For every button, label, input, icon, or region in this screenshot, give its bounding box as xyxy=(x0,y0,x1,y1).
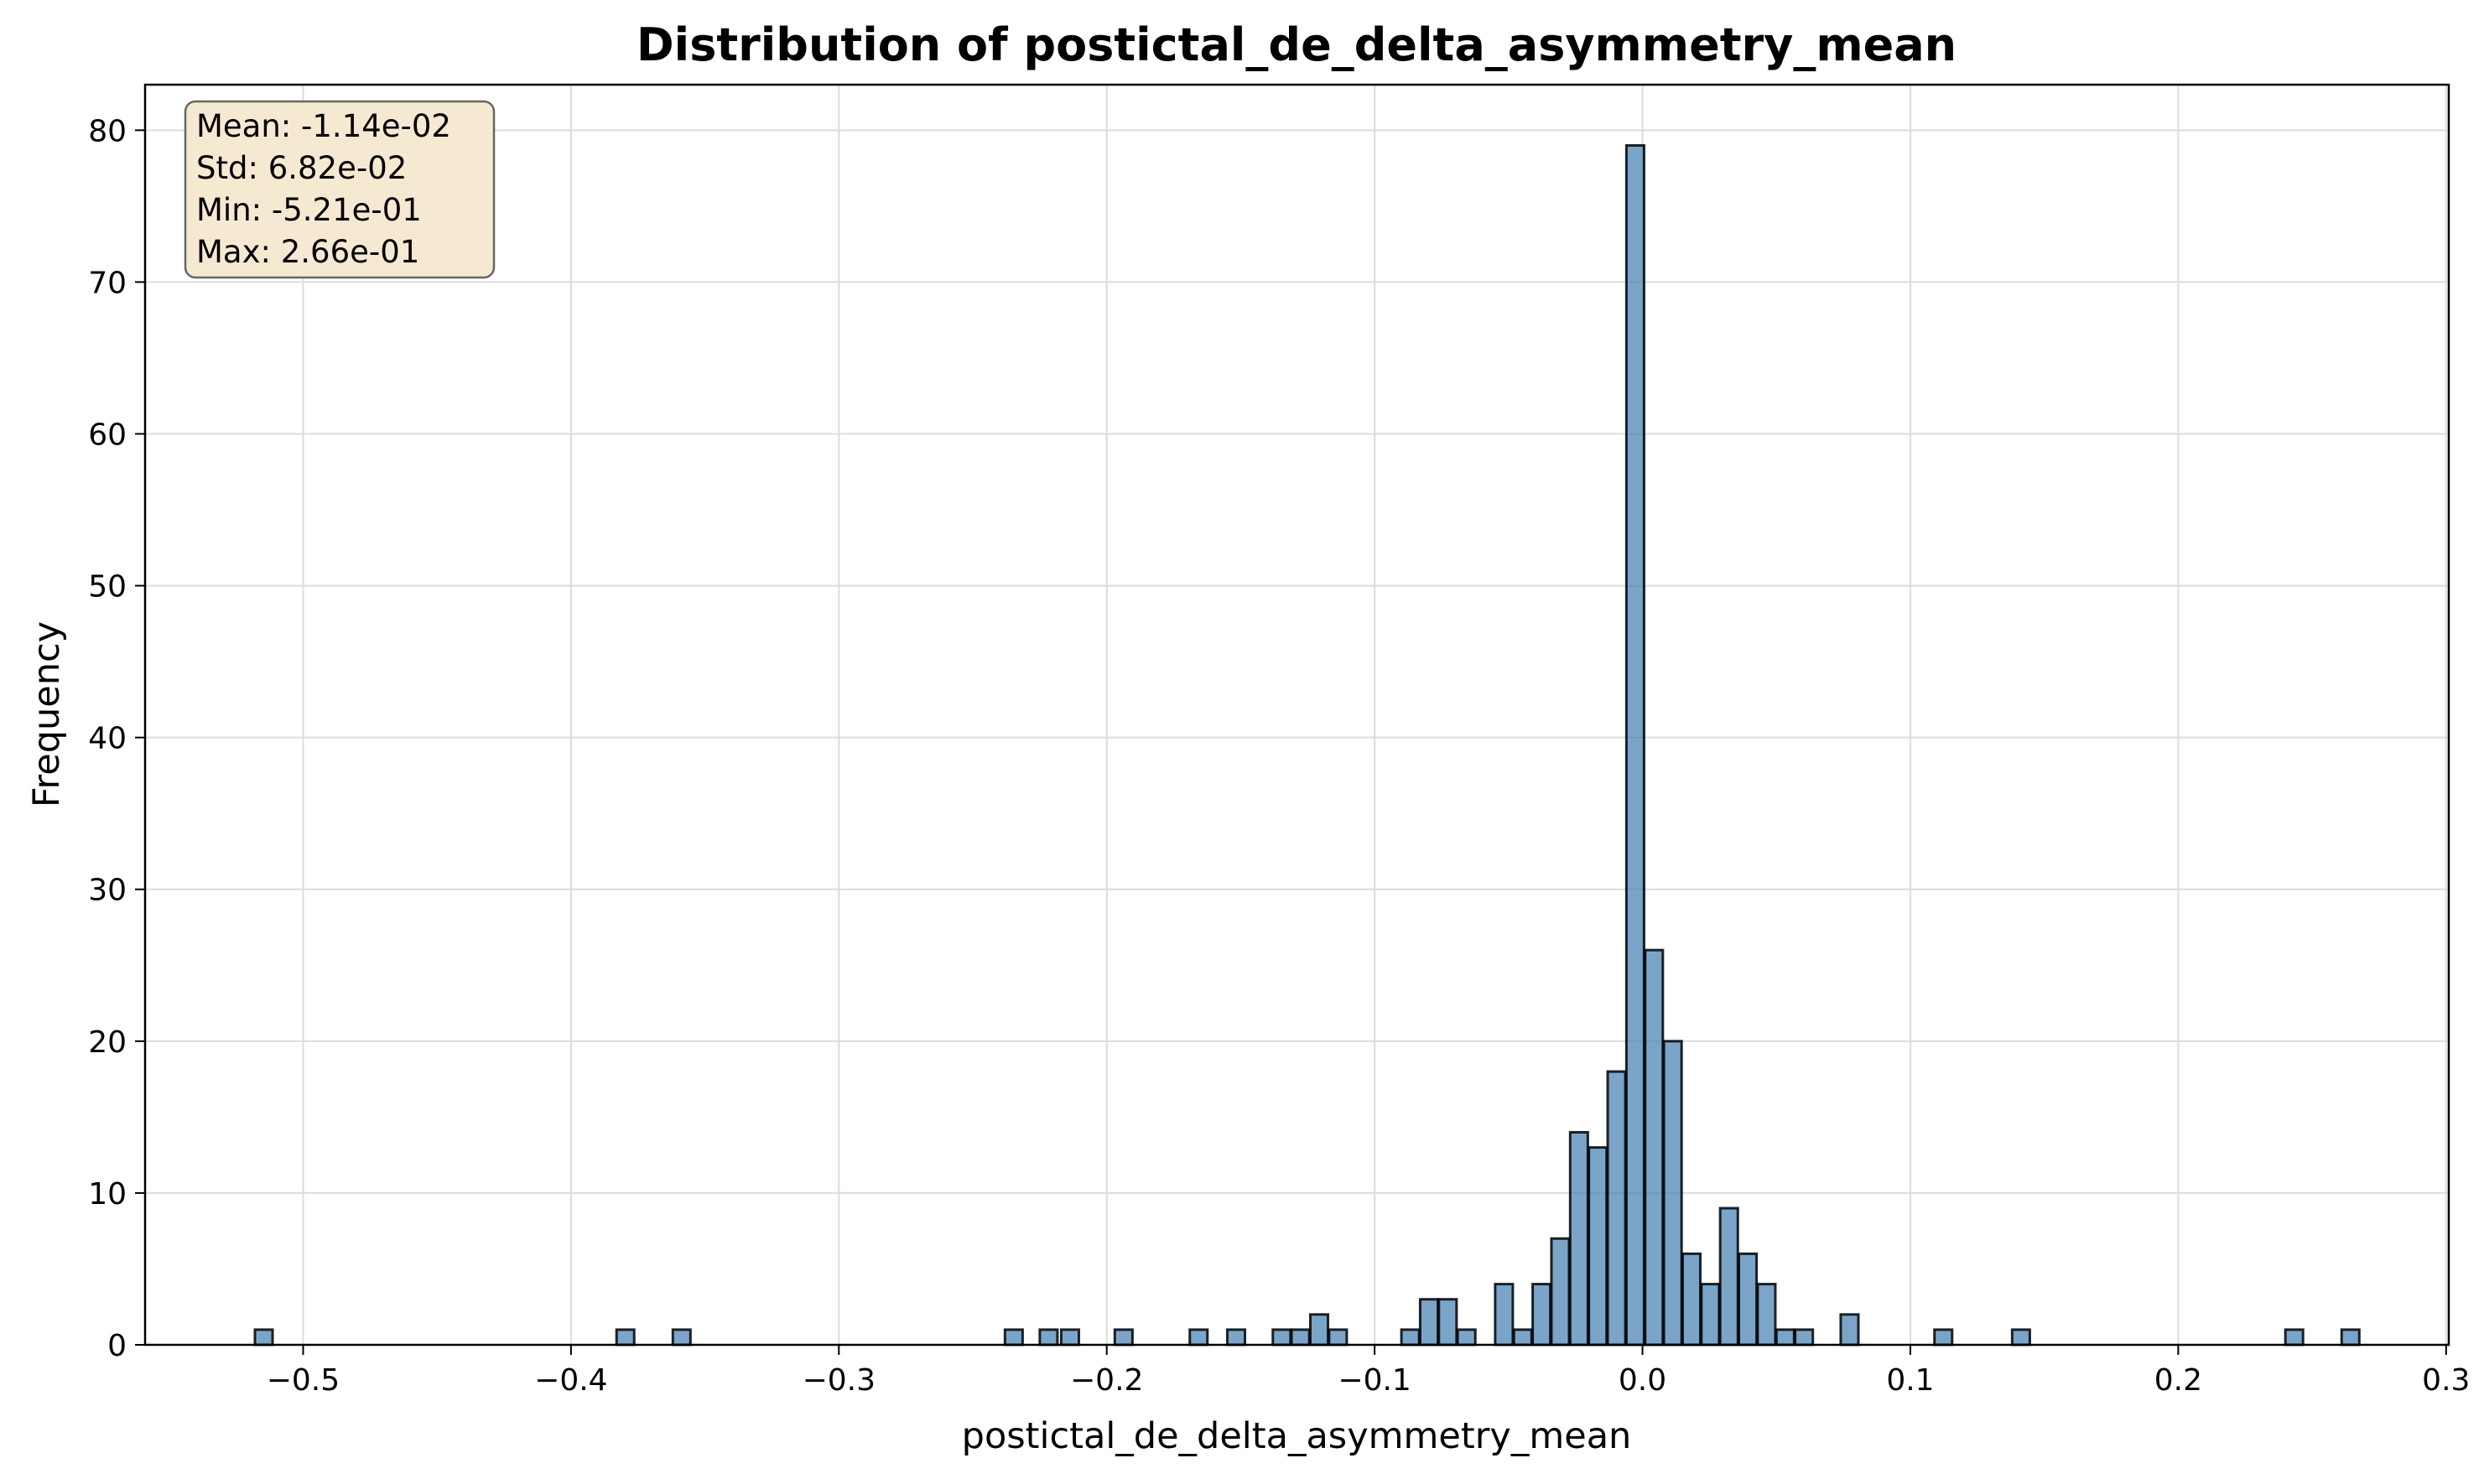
histogram-bar xyxy=(1290,1328,1311,1346)
stats-std: Std: 6.82e-02 xyxy=(196,150,407,186)
x-tick-label: −0.2 xyxy=(1070,1363,1143,1398)
histogram-bar xyxy=(671,1328,692,1346)
y-tick-label: 80 xyxy=(88,114,127,148)
histogram-bar xyxy=(1738,1252,1759,1346)
histogram-bar xyxy=(2340,1328,2361,1346)
histogram-bar xyxy=(1059,1328,1080,1346)
histogram-bar xyxy=(2284,1328,2305,1346)
stats-max: Max: 2.66e-01 xyxy=(196,234,419,270)
histogram-bar xyxy=(1512,1328,1533,1346)
histogram-bar xyxy=(1624,143,1645,1346)
histogram-bar xyxy=(1400,1328,1421,1346)
histogram-bar xyxy=(1271,1328,1292,1346)
y-tick-label: 50 xyxy=(88,570,127,604)
histogram-bar xyxy=(1933,1328,1954,1346)
histogram-bar xyxy=(1531,1283,1552,1346)
y-tick-label: 30 xyxy=(88,874,127,908)
histogram-bar xyxy=(1700,1283,1721,1346)
histogram-bar xyxy=(1418,1298,1440,1346)
y-tick-label: 70 xyxy=(88,266,127,300)
histogram-bar xyxy=(1308,1313,1330,1346)
x-tick-label: 0.0 xyxy=(1619,1363,1666,1398)
histogram-bar xyxy=(1113,1328,1134,1346)
histogram-bar xyxy=(253,1328,274,1346)
histogram-bar xyxy=(1681,1252,1702,1346)
y-tick-label: 0 xyxy=(107,1329,127,1363)
y-tick-label: 60 xyxy=(88,418,127,452)
histogram-bar xyxy=(1550,1237,1571,1346)
histogram-bar xyxy=(1644,948,1665,1346)
stats-box: Mean: -1.14e-02 Std: 6.82e-02 Min: -5.21… xyxy=(184,100,496,279)
histogram-bar xyxy=(1794,1328,1815,1346)
histogram-bar xyxy=(1756,1283,1777,1346)
x-tick-label: 0.1 xyxy=(1886,1363,1934,1398)
histogram-bar xyxy=(1188,1328,1209,1346)
histogram-bar xyxy=(1003,1328,1024,1346)
histogram-bar xyxy=(1662,1040,1683,1346)
histogram-bar xyxy=(2010,1328,2031,1346)
histogram-bar xyxy=(1568,1130,1589,1346)
histogram-bar xyxy=(1606,1070,1627,1346)
y-axis-label: Frequency xyxy=(26,621,68,807)
histogram-bar xyxy=(1456,1328,1477,1346)
x-tick-label: −0.4 xyxy=(534,1363,607,1398)
x-tick-label: −0.5 xyxy=(267,1363,340,1398)
histogram-bar xyxy=(1839,1313,1860,1346)
x-axis-label: postictal_de_delta_asymmetry_mean xyxy=(962,1415,1632,1457)
x-tick-label: −0.1 xyxy=(1338,1363,1411,1398)
y-tick-label: 40 xyxy=(88,722,127,756)
histogram-bar xyxy=(1328,1328,1349,1346)
chart-title: Distribution of postictal_de_delta_asymm… xyxy=(637,18,1957,71)
x-tick-label: 0.2 xyxy=(2154,1363,2202,1398)
stats-box-background xyxy=(184,100,496,279)
ticks-layer: −0.5 −0.4 −0.3 −0.2 −0.1 0.0 0.1 0.2 0.3 0 10 20 30 4… xyxy=(88,114,2470,1398)
plot-frame xyxy=(143,83,2450,1346)
x-tick-label: 0.3 xyxy=(2422,1363,2470,1398)
histogram-bar xyxy=(1718,1206,1739,1346)
histogram-bar xyxy=(1225,1328,1247,1346)
stats-mean: Mean: -1.14e-02 xyxy=(196,108,451,144)
y-tick-label: 10 xyxy=(88,1177,127,1212)
histogram-bar xyxy=(615,1328,636,1346)
histogram-bar xyxy=(1038,1328,1059,1346)
histogram-bar xyxy=(1494,1283,1515,1346)
histogram-bar xyxy=(1437,1298,1458,1346)
x-tick-label: −0.3 xyxy=(803,1363,876,1398)
histogram-bar xyxy=(1775,1328,1795,1346)
stats-min: Min: -5.21e-01 xyxy=(196,192,422,228)
histogram-bar xyxy=(1588,1146,1608,1346)
y-tick-label: 20 xyxy=(88,1025,127,1060)
